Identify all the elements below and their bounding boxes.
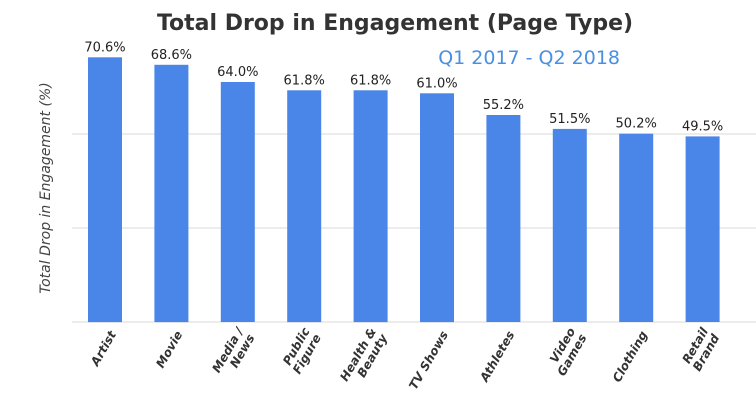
value-label-9: 49.5% [682,119,723,134]
value-label-6: 55.2% [483,98,524,113]
value-label-7: 51.5% [549,112,590,127]
bar-8 [619,133,654,322]
x-tick-label-8: Clothing [610,328,651,384]
x-tick-label-1: Movie [153,329,185,371]
y-axis-label: Total Drop in Engagement (%) [38,82,54,293]
x-tick-label-1-line-0: Movie [153,329,185,371]
x-tick-label-6: Athletes [477,329,518,386]
bar-7 [552,128,587,322]
value-label-0: 70.6% [84,40,125,55]
x-tick-label-7: VideoGames [543,325,589,378]
value-label-3: 61.8% [284,73,325,88]
value-label-4: 61.8% [350,73,391,88]
x-tick-label-0: Artist [87,327,119,369]
x-tick-label-5: TV Shows [406,329,451,393]
x-tick-label-8-line-0: Clothing [610,328,651,384]
bars [88,57,720,323]
x-tick-labels: Artist Movie Media /News PublicFigure Health… [87,324,722,392]
x-tick-label-5-line-0: TV Shows [406,329,451,393]
bar-0 [88,57,122,323]
bar-5 [420,93,454,323]
value-label-1: 68.6% [151,48,192,63]
x-tick-label-4: Health &Beauty [337,324,391,390]
bar-2 [220,82,255,322]
chart-title: Total Drop in Engagement (Page Type) [157,11,633,36]
x-tick-label-2: Media /News [209,324,258,382]
value-label-5: 61.0% [416,76,457,91]
value-label-2: 64.0% [217,65,258,80]
bar-6 [486,115,521,322]
x-tick-label-3: PublicFigure [279,325,324,376]
bar-1 [154,64,189,323]
bar-4 [353,90,388,323]
value-label-8: 50.2% [616,117,657,132]
x-tick-label-0-line-0: Artist [87,327,119,369]
bar-9 [685,136,720,322]
value-labels: 70.6% 68.6% 64.0% 61.8% 61.8% 61.0% 55.2% 51.5%… [84,40,723,134]
x-tick-label-9: RetailBrand [679,324,723,373]
x-tick-label-6-line-0: Athletes [477,329,518,386]
bar-3 [287,90,322,323]
chart-subtitle: Q1 2017 - Q2 2018 [438,47,620,69]
